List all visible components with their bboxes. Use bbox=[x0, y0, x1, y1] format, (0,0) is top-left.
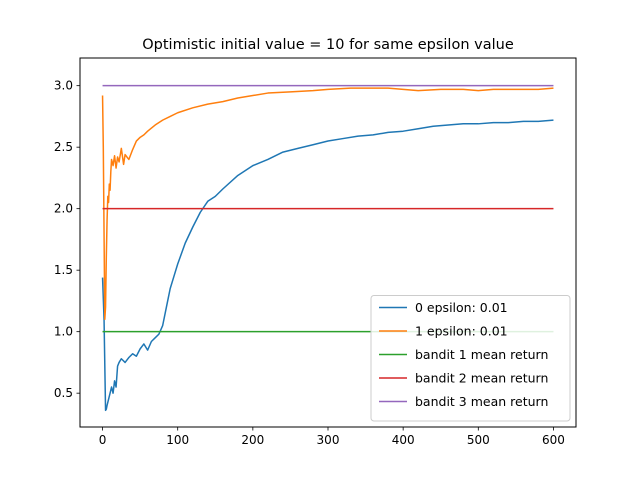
legend-label: bandit 1 mean return bbox=[415, 347, 548, 362]
legend: 0 epsilon: 0.01 1 epsilon: 0.01 bandit 1 m… bbox=[370, 295, 571, 422]
legend-label: 0 epsilon: 0.01 bbox=[415, 300, 508, 315]
legend-label: bandit 3 mean return bbox=[415, 394, 548, 409]
y-axis: 0.5 1.0 1.5 2.0 2.5 3.0 bbox=[54, 79, 80, 400]
chart-title: Optimistic initial value = 10 for same e… bbox=[142, 37, 514, 53]
y-tick-label: 1.5 bbox=[54, 263, 73, 277]
y-tick-label: 2.0 bbox=[54, 202, 73, 216]
x-tick-label: 100 bbox=[166, 433, 189, 447]
x-tick-label: 300 bbox=[317, 433, 340, 447]
x-tick-label: 500 bbox=[467, 433, 490, 447]
series-line-2 bbox=[101, 87, 554, 321]
x-tick-label: 600 bbox=[542, 433, 565, 447]
x-tick-label: 400 bbox=[392, 433, 415, 447]
series-line-1 bbox=[101, 119, 554, 412]
legend-label: bandit 2 mean return bbox=[415, 371, 548, 386]
y-tick-label: 3.0 bbox=[54, 79, 73, 93]
x-tick-label: 200 bbox=[241, 433, 264, 447]
y-tick-label: 2.5 bbox=[54, 140, 73, 154]
y-tick-label: 1.0 bbox=[54, 325, 73, 339]
x-tick-label: 0 bbox=[99, 433, 107, 447]
y-tick-label: 0.5 bbox=[54, 386, 73, 400]
legend-label: 1 epsilon: 0.01 bbox=[415, 324, 508, 339]
legend-box bbox=[370, 295, 571, 422]
x-axis: 0 100 200 300 400 500 600 bbox=[99, 427, 565, 447]
series-layer bbox=[101, 84, 554, 412]
